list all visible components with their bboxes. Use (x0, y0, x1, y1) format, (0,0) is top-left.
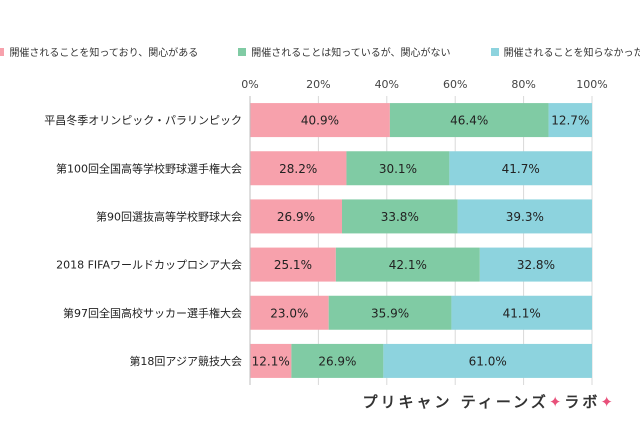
data-label: 46.4% (450, 114, 488, 128)
data-label: 28.2% (279, 162, 317, 176)
legend-swatch-interested (0, 47, 5, 56)
bar-segment (335, 247, 480, 282)
data-label: 41.1% (503, 306, 541, 320)
data-label: 25.1% (274, 258, 312, 272)
bar-segment (341, 199, 458, 234)
legend-item-interested: 開催されることを知っており、関心がある (0, 44, 198, 59)
data-label: 35.9% (371, 306, 409, 320)
bar-segment (250, 103, 390, 138)
category-label: 第90回選抜高等学校野球大会 (96, 209, 242, 223)
category-label: 第18回アジア競技大会 (129, 354, 242, 368)
legend-label-not-interested: 開催されることは知っているが、関心がない (251, 48, 451, 59)
brand-star-1: ✦ (548, 393, 565, 411)
legend-swatch-not-interested (238, 47, 247, 56)
data-label: 33.8% (381, 210, 419, 224)
category-label: 第100回全国高等学校野球選手権大会 (56, 161, 242, 175)
legend-item-not-interested: 開催されることは知っているが、関心がない (238, 44, 451, 59)
brand-logo: プリキャン ティーンズ✦ラボ✦ (363, 391, 616, 412)
brand-suffix: ラボ (564, 393, 601, 411)
bar-segment (250, 199, 342, 234)
bar-segment (346, 151, 450, 186)
data-label: 32.8% (517, 258, 555, 272)
bar-segment (291, 343, 384, 378)
bar-segment (250, 295, 329, 330)
bar-segment (449, 151, 592, 186)
data-label: 26.9% (277, 210, 315, 224)
brand-text: プリキャン ティーンズ (362, 393, 549, 411)
bar-segment (383, 343, 592, 378)
data-label: 42.1% (389, 258, 427, 272)
bar-segment (328, 295, 452, 330)
bar-segment (451, 295, 592, 330)
brand-star-2: ✦ (600, 393, 616, 411)
x-tick-label: 60% (443, 78, 467, 91)
category-label: 2018 FIFAワールドカップロシア大会 (56, 258, 242, 272)
category-label: 第97回全国高校サッカー選手権大会 (63, 306, 242, 320)
data-label: 39.3% (506, 210, 544, 224)
x-tick-label: 40% (375, 78, 399, 91)
bar-segment (389, 103, 549, 138)
bar-segment (457, 199, 592, 234)
data-label: 41.7% (502, 162, 540, 176)
bar-segment (250, 247, 336, 282)
category-label: 平昌冬季オリンピック・パラリンピック (44, 113, 242, 127)
legend-item-unaware: 開催されることを知らなかった (490, 44, 640, 59)
data-label: 30.1% (379, 162, 417, 176)
x-tick-label: 20% (306, 78, 330, 91)
data-label: 12.1% (252, 354, 290, 368)
bar-segment (548, 103, 592, 138)
data-label: 23.0% (270, 306, 308, 320)
data-label: 26.9% (318, 354, 356, 368)
data-label: 12.7% (551, 114, 589, 128)
legend-swatch-unaware (490, 47, 499, 56)
x-tick-label: 100% (576, 78, 607, 91)
x-tick-label: 80% (511, 78, 535, 91)
data-label: 40.9% (301, 114, 339, 128)
x-tick-label: 0% (241, 78, 258, 91)
bar-segment (250, 343, 292, 378)
legend-label-interested: 開催されることを知っており、関心がある (9, 48, 199, 59)
bar-segment (479, 247, 592, 282)
legend: 開催されることを知っており、関心がある 開催されることは知っているが、関心がない… (0, 44, 640, 59)
data-label: 61.0% (469, 354, 507, 368)
bar-segment (250, 151, 347, 186)
legend-label-unaware: 開催されることを知らなかった (503, 48, 640, 59)
